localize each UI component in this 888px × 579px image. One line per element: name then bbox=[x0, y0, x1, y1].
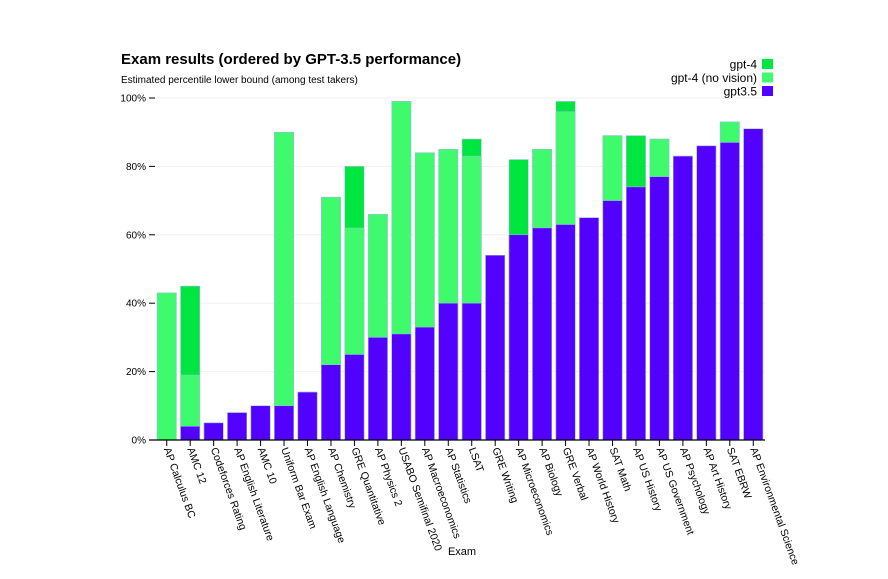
bar-group bbox=[532, 149, 552, 441]
bar-group bbox=[508, 159, 529, 441]
bar-group bbox=[274, 131, 294, 441]
legend-swatch bbox=[762, 72, 773, 83]
bar-gpt3-5 bbox=[555, 224, 576, 441]
bar-gpt3-5 bbox=[696, 145, 717, 441]
bar-gpt3-5 bbox=[626, 186, 646, 441]
bar-group bbox=[696, 145, 717, 441]
bar-group bbox=[461, 138, 482, 441]
bar-group bbox=[344, 166, 365, 441]
legend-label: gpt-4 bbox=[730, 58, 758, 72]
chart-subtitle: Estimated percentile lower bound (among … bbox=[121, 75, 358, 86]
legend-swatch bbox=[762, 86, 773, 96]
bar-gpt3-5 bbox=[203, 422, 224, 441]
bar-group bbox=[719, 121, 740, 441]
bar-gpt-4-no-vision- bbox=[156, 292, 177, 441]
bar-group bbox=[414, 152, 435, 441]
legend-label: gpt3.5 bbox=[724, 85, 758, 99]
bar-gpt3-5 bbox=[297, 391, 318, 441]
bar-gpt3-5 bbox=[743, 128, 764, 441]
legend-swatch bbox=[762, 59, 773, 69]
bar-gpt3-5 bbox=[485, 255, 506, 441]
bar-gpt3-5 bbox=[344, 354, 365, 441]
y-tick-label: 0% bbox=[132, 436, 147, 447]
x-tick-label: AP Environmental Science bbox=[747, 446, 801, 567]
bar-gpt3-5 bbox=[414, 326, 435, 441]
bar-gpt3-5 bbox=[719, 142, 740, 441]
bar-gpt3-5 bbox=[391, 333, 412, 441]
bar-group bbox=[602, 135, 623, 441]
bar-gpt3-5 bbox=[321, 364, 341, 441]
bar-gpt3-5 bbox=[461, 302, 482, 441]
bar-group bbox=[743, 128, 764, 441]
y-tick-label: 60% bbox=[126, 230, 146, 241]
y-tick-label: 20% bbox=[126, 367, 146, 378]
x-tick-label: AMC 12 bbox=[184, 446, 208, 486]
chart-title: Exam results (ordered by GPT-3.5 perform… bbox=[121, 51, 461, 68]
bar-gpt3-5 bbox=[649, 176, 670, 441]
bar-group bbox=[227, 412, 247, 441]
bar-group bbox=[649, 138, 670, 441]
bar-gpt3-5 bbox=[227, 412, 247, 441]
bar-gpt3-5 bbox=[250, 405, 271, 441]
y-tick-label: 100% bbox=[120, 94, 146, 105]
bar-gpt3-5 bbox=[274, 405, 294, 441]
y-axis: 0% 20% 40% 60% 80% 100% bbox=[120, 94, 155, 447]
bar-group bbox=[368, 214, 388, 441]
bar-group bbox=[579, 217, 599, 441]
bar-gpt3-5 bbox=[579, 217, 599, 441]
bar-group bbox=[555, 101, 576, 441]
bar-group bbox=[673, 155, 693, 441]
bar-gpt3-5 bbox=[602, 200, 623, 441]
bars bbox=[156, 101, 764, 441]
x-tick-label: LSAT bbox=[466, 446, 486, 475]
bar-group bbox=[438, 149, 459, 441]
y-tick-label: 40% bbox=[126, 299, 146, 310]
bar-group bbox=[203, 422, 224, 441]
x-axis-label: Exam bbox=[448, 546, 476, 558]
bar-gpt-4-no-vision- bbox=[274, 131, 294, 441]
bar-gpt3-5 bbox=[438, 302, 459, 441]
bar-group bbox=[391, 101, 412, 441]
x-tick-label: SAT Math bbox=[607, 446, 634, 493]
bar-group bbox=[485, 255, 506, 441]
bar-group bbox=[626, 135, 646, 441]
bar-group bbox=[250, 405, 271, 441]
y-tick-label: 80% bbox=[126, 162, 146, 173]
bar-gpt3-5 bbox=[180, 426, 201, 441]
legend-label: gpt-4 (no vision) bbox=[671, 71, 757, 85]
bar-gpt3-5 bbox=[532, 227, 552, 441]
x-tick-label: AMC 10 bbox=[255, 446, 279, 486]
bar-group bbox=[297, 391, 318, 441]
bar-group bbox=[321, 196, 341, 441]
bar-gpt3-5 bbox=[368, 337, 388, 441]
bar-group bbox=[180, 285, 201, 441]
bar-group bbox=[156, 292, 177, 441]
bar-gpt3-5 bbox=[508, 234, 529, 441]
bar-gpt3-5 bbox=[673, 155, 693, 441]
